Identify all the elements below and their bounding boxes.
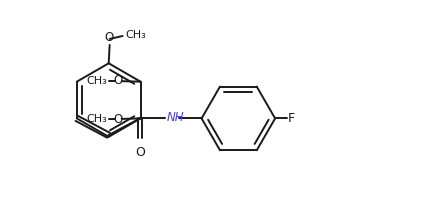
Text: CH₃: CH₃ <box>86 76 107 86</box>
Text: CH₃: CH₃ <box>125 31 146 40</box>
Text: F: F <box>288 112 295 125</box>
Text: O: O <box>113 74 122 87</box>
Text: O: O <box>113 113 122 126</box>
Text: O: O <box>104 31 113 44</box>
Text: O: O <box>135 146 145 159</box>
Text: CH₃: CH₃ <box>86 114 107 124</box>
Text: NH: NH <box>167 111 184 124</box>
